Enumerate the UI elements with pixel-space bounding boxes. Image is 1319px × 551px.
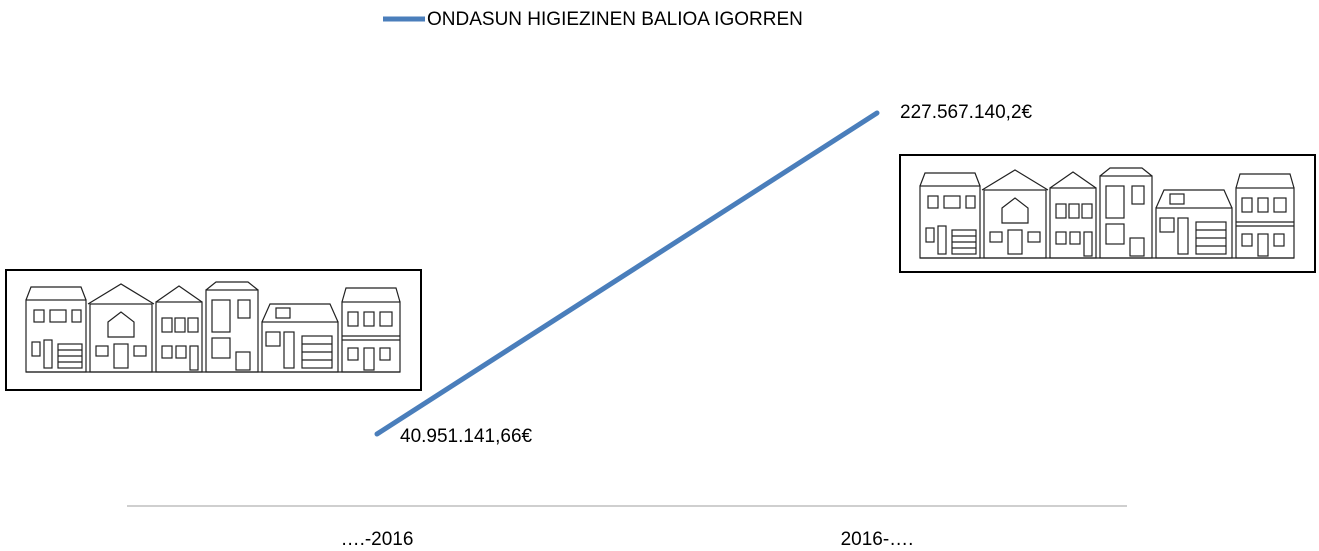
data-label: 40.951.141,66€ xyxy=(400,426,533,447)
chart: ONDASUN HIGIEZINEN BALIOA IGORREN ….-201… xyxy=(0,0,1319,551)
data-label: 227.567.140,2€ xyxy=(900,102,1033,123)
legend-label: ONDASUN HIGIEZINEN BALIOA IGORREN xyxy=(427,9,803,30)
x-tick-label: 2016-…. xyxy=(841,529,914,550)
series-line xyxy=(377,113,877,434)
x-tick-label: ….-2016 xyxy=(341,529,414,550)
